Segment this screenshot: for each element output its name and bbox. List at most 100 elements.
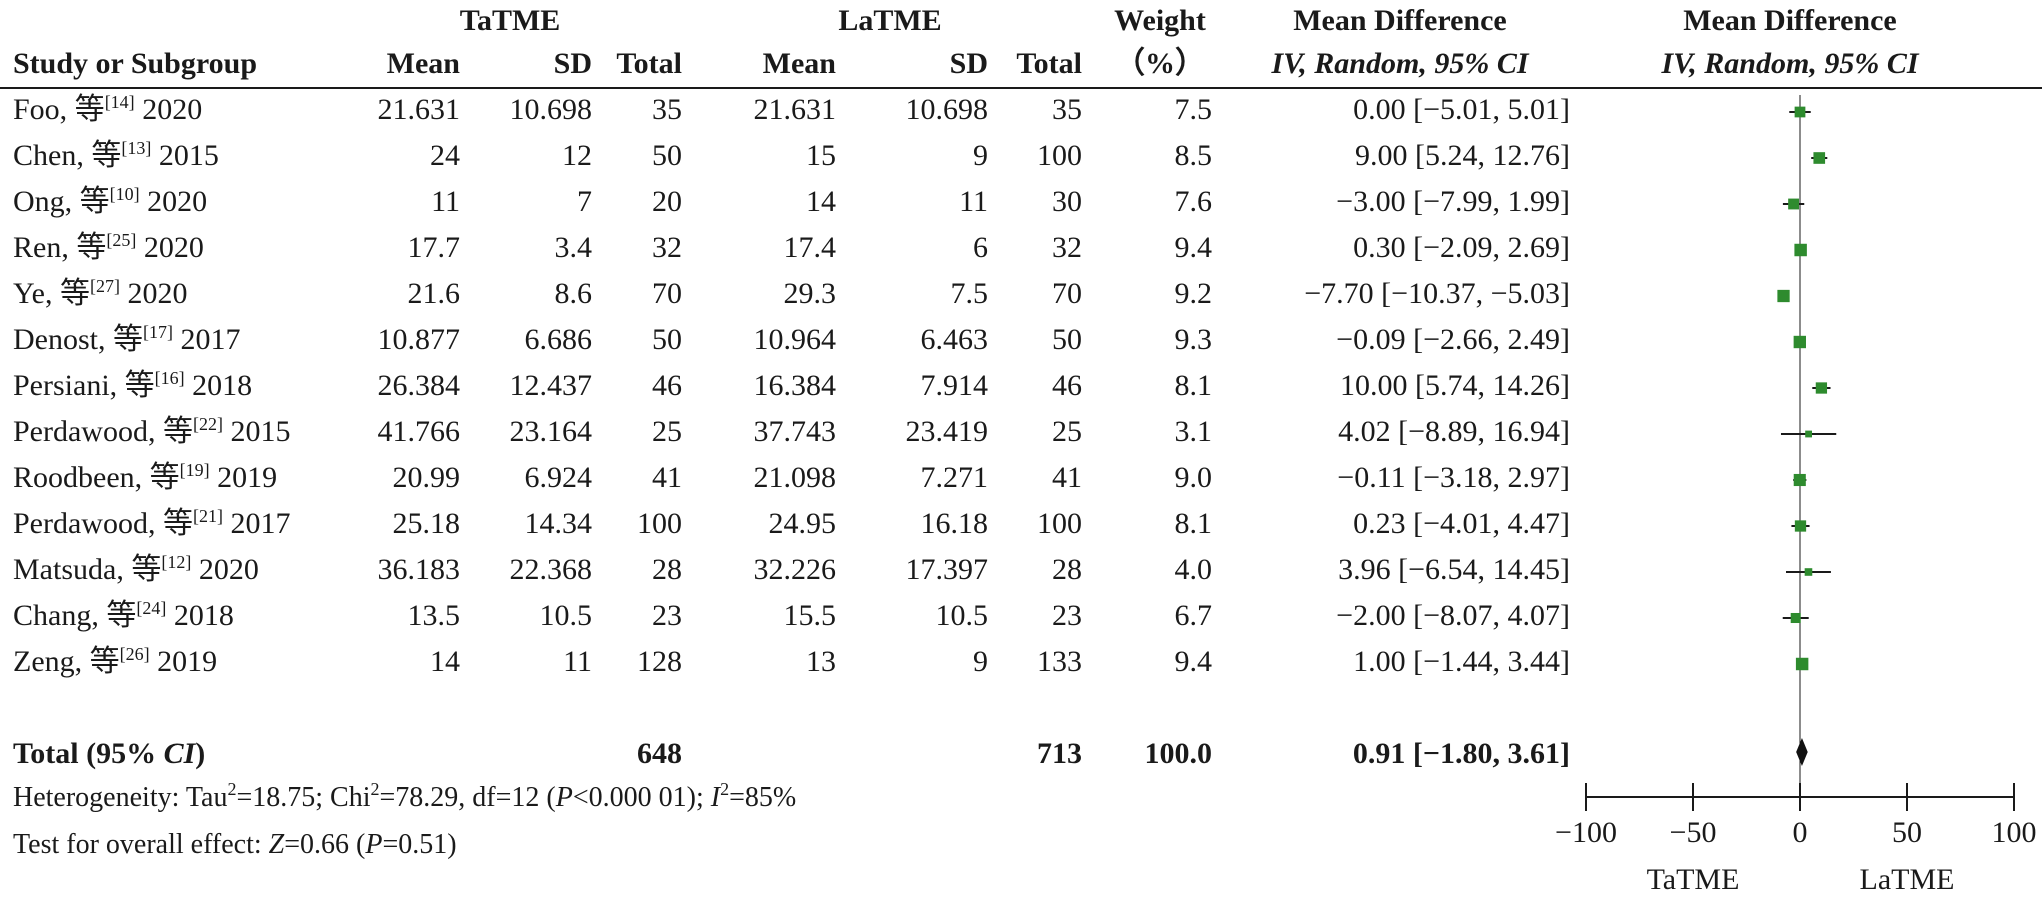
cell-n1: 25 bbox=[652, 415, 682, 448]
study-label: Foo, 等[14] 2020 bbox=[13, 92, 203, 126]
cell-n1: 100 bbox=[637, 507, 682, 540]
point-marker bbox=[1813, 152, 1826, 164]
cell-n1: 41 bbox=[652, 461, 682, 494]
cell-sd2: 9 bbox=[973, 645, 988, 678]
cell-ci-text: 10.00 [5.74, 14.26] bbox=[1340, 369, 1570, 402]
heterogeneity-note: Heterogeneity: Tau2=18.75; Chi2=78.29, d… bbox=[13, 779, 797, 813]
cell-m1: 20.99 bbox=[392, 461, 461, 494]
header-rule bbox=[0, 87, 2042, 89]
weight-unit-header: （%） bbox=[1115, 47, 1205, 80]
point-marker bbox=[1777, 289, 1790, 303]
cell-weight: 7.5 bbox=[1174, 93, 1213, 126]
cell-m2: 24.95 bbox=[768, 507, 837, 540]
cell-m2: 16.384 bbox=[753, 369, 837, 402]
weight-header: Weight bbox=[1114, 4, 1206, 37]
cell-sd1: 22.368 bbox=[509, 553, 593, 586]
cell-m2: 15 bbox=[806, 139, 836, 172]
study-label: Persiani, 等[16] 2018 bbox=[13, 368, 253, 402]
study-label: Matsuda, 等[12] 2020 bbox=[13, 552, 259, 586]
cell-weight: 9.2 bbox=[1174, 277, 1213, 310]
cell-m2: 37.743 bbox=[753, 415, 837, 448]
cell-ci-text: −7.70 [−10.37, −5.03] bbox=[1304, 277, 1570, 310]
cell-weight: 9.4 bbox=[1174, 645, 1213, 678]
cell-n2: 70 bbox=[1052, 277, 1082, 310]
cell-sd2: 11 bbox=[959, 185, 988, 218]
cell-m1: 24 bbox=[430, 139, 460, 172]
cell-m2: 13 bbox=[806, 645, 836, 678]
cell-n1: 128 bbox=[637, 645, 682, 678]
cell-weight: 9.4 bbox=[1174, 231, 1213, 264]
point-marker bbox=[1805, 430, 1812, 438]
favours-right-label: LaTME bbox=[1860, 863, 1955, 896]
cell-sd1: 12 bbox=[562, 139, 592, 172]
cell-m1: 41.766 bbox=[377, 415, 461, 448]
cell-m2: 15.5 bbox=[783, 599, 837, 632]
cell-sd2: 7.5 bbox=[950, 277, 989, 310]
cell-ci-text: 0.30 [−2.09, 2.69] bbox=[1353, 231, 1570, 264]
cell-m1: 36.183 bbox=[377, 553, 461, 586]
cell-ci-text: 3.96 [−6.54, 14.45] bbox=[1338, 553, 1570, 586]
cell-ci-text: −0.11 [−3.18, 2.97] bbox=[1337, 461, 1570, 494]
cell-ci-text: 0.00 [−5.01, 5.01] bbox=[1353, 93, 1570, 126]
cell-weight: 4.0 bbox=[1174, 553, 1213, 586]
cell-m1: 21.631 bbox=[377, 93, 461, 126]
cell-weight: 8.5 bbox=[1174, 139, 1213, 172]
point-marker bbox=[1794, 243, 1807, 257]
cell-weight: 6.7 bbox=[1174, 599, 1213, 632]
mean2-header: Mean bbox=[762, 47, 836, 80]
favours-left-label: TaTME bbox=[1647, 863, 1740, 896]
study-label: Zeng, 等[26] 2019 bbox=[13, 644, 218, 678]
total-label: Total (95% CI) bbox=[13, 737, 206, 770]
plot-header: Mean Difference bbox=[1683, 4, 1897, 37]
cell-m1: 25.18 bbox=[392, 507, 461, 540]
cell-m1: 11 bbox=[431, 185, 460, 218]
cell-ci-text: −3.00 [−7.99, 1.99] bbox=[1336, 185, 1570, 218]
study-label: Perdawood, 等[21] 2017 bbox=[13, 506, 291, 540]
cell-sd2: 6.463 bbox=[920, 323, 989, 356]
study-label: Chen, 等[13] 2015 bbox=[13, 138, 219, 172]
cell-ci-text: 0.23 [−4.01, 4.47] bbox=[1353, 507, 1570, 540]
cell-weight: 8.1 bbox=[1174, 507, 1213, 540]
cell-sd1: 3.4 bbox=[554, 231, 593, 264]
study-label: Perdawood, 等[22] 2015 bbox=[13, 414, 291, 448]
x-tick-label: 50 bbox=[1892, 816, 1922, 849]
point-marker bbox=[1795, 657, 1809, 671]
cell-n2: 133 bbox=[1037, 645, 1082, 678]
cell-weight: 7.6 bbox=[1174, 185, 1213, 218]
x-tick-label: −50 bbox=[1670, 816, 1717, 849]
cell-ci-text: −0.09 [−2.66, 2.49] bbox=[1336, 323, 1570, 356]
cell-n2: 23 bbox=[1052, 599, 1082, 632]
point-marker bbox=[1794, 520, 1807, 532]
point-marker bbox=[1793, 473, 1806, 487]
cell-sd1: 12.437 bbox=[509, 369, 593, 402]
cell-n1: 28 bbox=[652, 553, 682, 586]
cell-weight: 9.0 bbox=[1174, 461, 1213, 494]
summary-diamond bbox=[1796, 738, 1808, 766]
x-tick-label: 100 bbox=[1992, 816, 2037, 849]
cell-sd1: 6.686 bbox=[524, 323, 593, 356]
cell-m2: 10.964 bbox=[753, 323, 837, 356]
cell-sd1: 10.698 bbox=[509, 93, 593, 126]
total-weight: 100.0 bbox=[1144, 737, 1213, 770]
total-ci: 0.91 [−1.80, 3.61] bbox=[1352, 737, 1570, 770]
point-marker bbox=[1815, 382, 1828, 394]
study-header: Study or Subgroup bbox=[13, 47, 258, 80]
cell-sd1: 11 bbox=[563, 645, 592, 678]
cell-n1: 35 bbox=[652, 93, 682, 126]
study-label: Denost, 等[17] 2017 bbox=[13, 322, 241, 356]
study-label: Ong, 等[10] 2020 bbox=[13, 184, 208, 218]
point-marker bbox=[1793, 335, 1806, 349]
cell-sd2: 10.5 bbox=[935, 599, 989, 632]
cell-n1: 70 bbox=[652, 277, 682, 310]
cell-n2: 46 bbox=[1052, 369, 1082, 402]
cell-m1: 13.5 bbox=[407, 599, 461, 632]
cell-sd1: 8.6 bbox=[554, 277, 593, 310]
point-marker bbox=[1790, 612, 1801, 624]
total-n1: 648 bbox=[637, 737, 682, 770]
cell-sd2: 16.18 bbox=[920, 507, 989, 540]
cell-ci-text: −2.00 [−8.07, 4.07] bbox=[1336, 599, 1570, 632]
cell-n1: 50 bbox=[652, 139, 682, 172]
point-marker bbox=[1788, 198, 1799, 210]
plot-method-header: IV, Random, 95% CI bbox=[1661, 47, 1919, 80]
